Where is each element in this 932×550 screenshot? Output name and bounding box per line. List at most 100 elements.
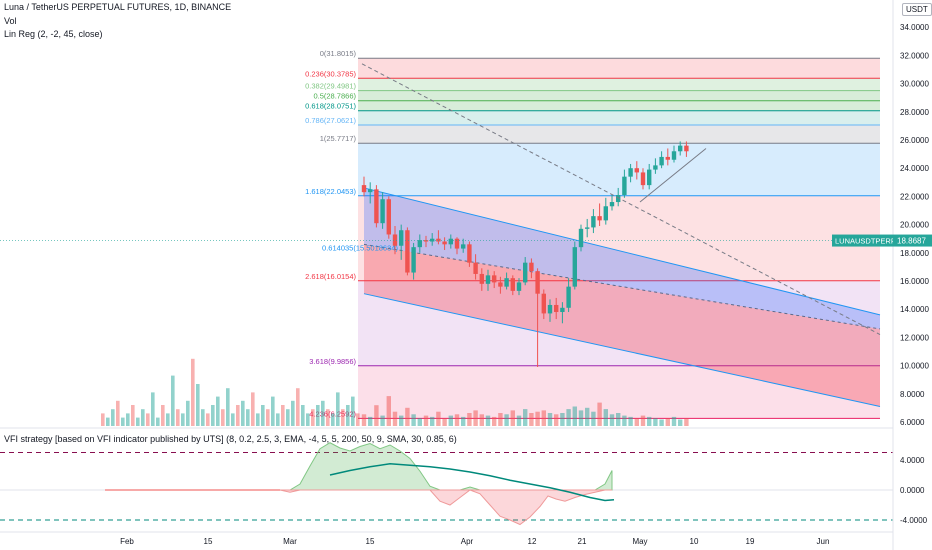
price-tag-value: 18.8687 [897, 237, 926, 246]
early-volume-bar [341, 409, 345, 426]
candle-body [634, 168, 639, 173]
volume-bar [535, 411, 540, 426]
fib-label-6: 1(25.7717) [320, 134, 357, 143]
price-tick-label: 14.0000 [900, 305, 929, 314]
early-volume-bar [286, 409, 290, 426]
candle-body [628, 168, 633, 177]
fib-zone-1 [358, 78, 880, 91]
volume-bar [609, 414, 615, 426]
time-tick-label: 21 [578, 537, 587, 546]
volume-bar [578, 410, 584, 426]
fib-label-0: 0(31.8015) [320, 49, 357, 58]
fib-zone-7 [358, 280, 880, 366]
early-volume-bar [316, 405, 320, 426]
early-volume-bar [221, 409, 225, 426]
early-volume-bar [206, 413, 210, 426]
early-volume-bar [131, 405, 135, 426]
volume-bar [361, 414, 367, 426]
fib-label-2: 0.382(29.4981) [305, 82, 356, 91]
channel-lower-fill [364, 244, 880, 407]
background-bands [358, 58, 880, 419]
volume-bar [399, 415, 404, 426]
channel-upper-line [363, 187, 881, 316]
candle-body [647, 169, 652, 186]
price-tick-label: 12.0000 [900, 333, 929, 342]
candle-body [529, 262, 534, 272]
candle-body [566, 286, 571, 308]
time-tick-label: 15 [366, 537, 375, 546]
volume-bar [442, 418, 447, 426]
volume-bar [678, 419, 683, 426]
early-volume-bar [146, 413, 150, 426]
time-tick-label: Mar [283, 537, 297, 546]
candle-body [380, 199, 385, 224]
volume-bar [616, 413, 621, 426]
price-tick-label: 6.0000 [900, 418, 925, 427]
candle-body [461, 244, 466, 249]
candle-body [591, 216, 596, 228]
regression-channel: 0.614035(15.5018634) [322, 187, 881, 407]
candle-body [659, 156, 664, 166]
volume-bar [585, 407, 590, 426]
volume-bar [492, 416, 497, 426]
candle-body [374, 189, 379, 224]
currency-badge[interactable]: USDT [902, 3, 932, 16]
candle-body [653, 165, 658, 170]
early-volume-bar [306, 413, 310, 426]
volume-bar [640, 415, 646, 426]
candle-body [585, 227, 590, 229]
early-volume-bar [236, 405, 240, 426]
volume-bar [622, 415, 627, 426]
volume-bar [380, 415, 385, 426]
candle-body [467, 244, 472, 263]
fib-label-9: 3.618(9.9856) [309, 357, 356, 366]
volume-bar [461, 416, 466, 426]
time-tick-label: Apr [461, 537, 474, 546]
fib-zone-0 [358, 58, 880, 79]
early-volume-bar [216, 396, 220, 426]
early-volume-bar [326, 409, 330, 426]
vfi-pane: 4.0000 0.0000 -4.0000 [0, 442, 928, 526]
price-tick-label: 16.0000 [900, 277, 929, 286]
early-volume-bar [311, 409, 315, 426]
candle-body [417, 240, 422, 248]
early-volume-bar [111, 409, 115, 426]
linreg-value-label: 0.614035(15.5018634) [322, 243, 398, 252]
vfi-tick-label: 0.0000 [900, 486, 925, 495]
volume-bar [591, 411, 596, 426]
volume-bar [436, 411, 441, 426]
time-tick-label: Jun [817, 537, 830, 546]
volume-bar [634, 418, 639, 426]
early-volume-bar [321, 400, 325, 426]
candle-body [547, 304, 553, 314]
trend-lines [361, 63, 881, 336]
candle-body [386, 199, 391, 235]
fib-zone-3 [358, 110, 880, 126]
early-volume-bar [211, 405, 215, 426]
early-volume-bar [351, 396, 355, 426]
candle-body [473, 262, 478, 274]
candle-body [510, 278, 515, 291]
vfi-tick-label: 4.0000 [900, 456, 925, 465]
early-volume-bar [191, 358, 195, 426]
early-volume-bars [101, 358, 360, 426]
volume-bar [603, 409, 608, 426]
volume-bar [647, 416, 652, 426]
early-volume-bar [116, 400, 120, 426]
candle-body [535, 271, 540, 294]
candle-body [560, 307, 565, 313]
candle-body [622, 176, 627, 195]
volume-bar [547, 413, 553, 426]
early-volume-bar [336, 392, 340, 426]
volume-bar [405, 407, 410, 426]
volume-bar [448, 415, 453, 426]
early-volume-bar [136, 417, 140, 426]
candle-body [492, 275, 497, 283]
early-volume-bar [301, 405, 305, 426]
volume-bar [473, 410, 478, 426]
early-volume-bar [356, 413, 360, 426]
volume-bar [541, 410, 546, 426]
fib-zone-4 [358, 125, 880, 144]
vfi-negative-area [105, 489, 612, 526]
